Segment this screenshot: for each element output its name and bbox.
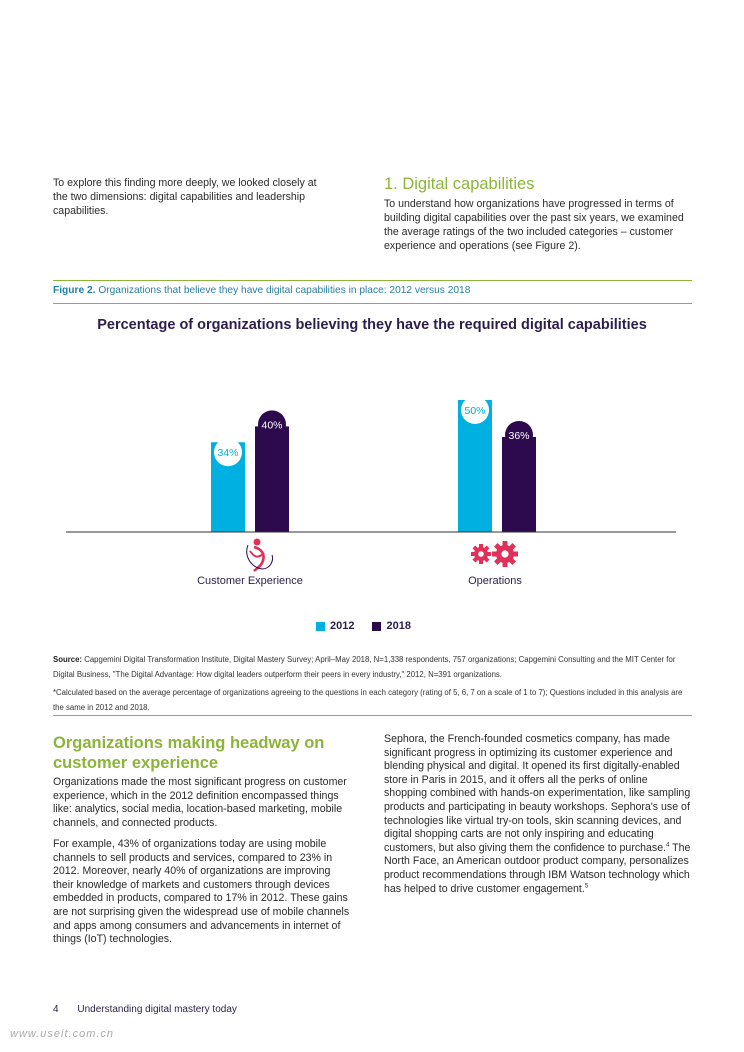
category-label-customer-experience: Customer Experience <box>197 575 303 587</box>
divider-top <box>53 280 692 281</box>
data-label-customer-experience-2018: 40% <box>261 419 282 431</box>
legend-label-2012: 2012 <box>330 620 355 632</box>
article-paragraph-1: Organizations made the most significant … <box>53 776 347 829</box>
section-body: To understand how organizations have pro… <box>384 198 684 252</box>
legend-item-2012: 2012 <box>316 620 354 632</box>
figure-label: Figure 2. <box>53 285 96 296</box>
source-label: Source: <box>53 655 83 664</box>
intro-paragraph: To explore this finding more deeply, we … <box>53 177 317 217</box>
bar-customer-experience-2018 <box>255 426 289 532</box>
figure-caption: Figure 2. Organizations that believe the… <box>53 285 470 296</box>
footnote-5: 5 <box>584 883 589 889</box>
bar-chart: 34% 40% 50% 36% <box>66 396 676 587</box>
chart-legend: 2012 2018 <box>316 620 411 632</box>
article-paragraph-2: For example, 43% of organizations today … <box>53 838 350 946</box>
north-face-text: The North Face, an American outdoor prod… <box>384 841 691 895</box>
footer-title: Understanding digital mastery today <box>77 1004 237 1015</box>
bar-operations-2018 <box>502 436 536 532</box>
data-label-operations-2012: 50% <box>464 405 485 417</box>
source-note: Source: Capgemini Digital Transformation… <box>53 652 693 682</box>
bubble-customer-experience-2018 <box>258 410 286 439</box>
page-number: 4 <box>53 1004 59 1015</box>
calculation-note: *Calculated based on the average percent… <box>53 688 683 712</box>
page-footer: 4 Understanding digital mastery today <box>53 1004 237 1015</box>
divider-caption <box>53 303 692 304</box>
bubble-customer-experience-2012 <box>214 438 242 467</box>
category-label-operations: Operations <box>468 575 522 587</box>
watermark: www.useit.com.cn <box>10 1028 115 1040</box>
divider-bottom <box>53 715 692 716</box>
article-heading: Organizations making headway on customer… <box>53 734 325 772</box>
footnote-4: 4 <box>666 842 670 849</box>
legend-label-2018: 2018 <box>386 620 411 632</box>
legend-swatch-2018 <box>372 621 382 631</box>
sephora-text: Sephora, the French-founded cosmetics co… <box>384 733 691 854</box>
data-label-operations-2018: 36% <box>508 430 529 442</box>
source-text: Capgemini Digital Transformation Institu… <box>53 655 676 679</box>
chart-title: Percentage of organizations believing th… <box>97 317 647 333</box>
gears-icon <box>471 541 518 567</box>
person-figure-icon <box>246 538 273 572</box>
legend-swatch-2012 <box>316 621 325 631</box>
legend-item-2018: 2018 <box>372 620 411 632</box>
article-paragraph-3: Sephora, the French-founded cosmetics co… <box>384 733 692 896</box>
bubble-operations-2012 <box>461 396 489 424</box>
bubble-operations-2018 <box>505 420 533 449</box>
figure-caption-text: Organizations that believe they have dig… <box>98 285 471 296</box>
section-title: 1. Digital capabilities <box>384 175 535 193</box>
data-label-customer-experience-2012: 34% <box>217 447 238 459</box>
